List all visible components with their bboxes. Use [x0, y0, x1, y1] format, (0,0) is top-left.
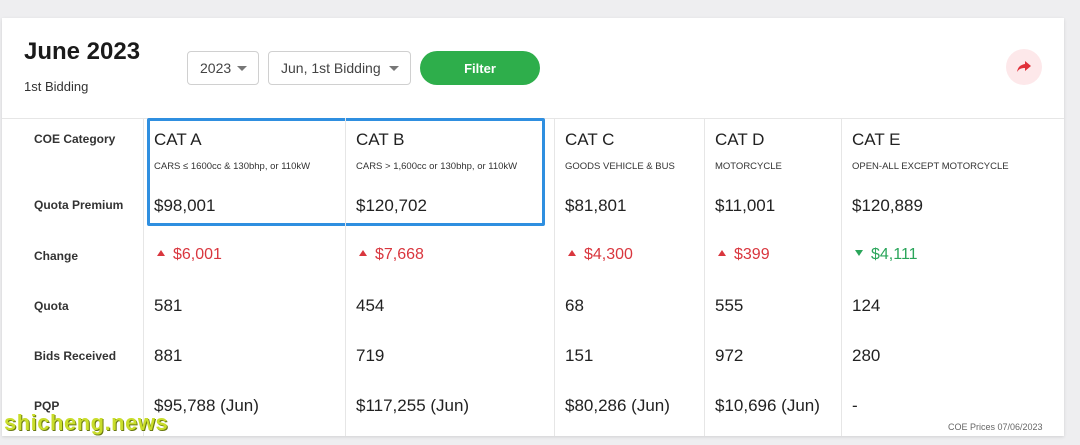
coe-card: June 2023 1st Bidding 2023 Jun, 1st Bidd… [2, 18, 1064, 436]
pqp-value: $117,255 (Jun) [356, 396, 470, 415]
pqp-value: $80,286 (Jun) [565, 396, 670, 415]
quota-premium: $98,001 [154, 196, 216, 215]
category-description: MOTORCYCLE [715, 161, 782, 172]
quota-premium: $120,702 [356, 196, 427, 215]
column-divider [841, 118, 842, 436]
pqp-value: $10,696 (Jun) [715, 396, 820, 415]
category-description: CARS ≤ 1600cc & 130bhp, or 110kW [154, 161, 311, 172]
page-subtitle: 1st Bidding [24, 79, 89, 94]
quota-premium: $81,801 [565, 196, 627, 215]
share-arrow-icon [1017, 61, 1031, 72]
row-label-bids: Bids Received [34, 349, 117, 363]
quota-value: 68 [565, 296, 584, 315]
quota-premium: $11,001 [715, 196, 776, 215]
premium-change: $6,001 [157, 246, 222, 264]
footnote: COE Prices 07/06/2023 [948, 422, 1043, 432]
column-divider [345, 118, 346, 436]
chevron-down-icon [237, 66, 247, 71]
row-label-quota: Quota [34, 299, 69, 313]
quota-value: 124 [852, 296, 881, 315]
watermark: shicheng.news [4, 410, 169, 435]
bids-received-value: 881 [154, 346, 183, 365]
premium-change-value: $7,668 [375, 246, 424, 263]
bids-received-value: 972 [715, 346, 744, 365]
selected-car-categories-highlight [147, 118, 545, 226]
category-name: CAT E [852, 130, 901, 149]
bidding-select[interactable]: Jun, 1st Bidding [268, 51, 411, 85]
year-select[interactable]: 2023 [187, 51, 259, 85]
bids-received-value: 151 [565, 346, 594, 365]
row-label-premium: Quota Premium [34, 198, 124, 212]
page-title: June 2023 [24, 38, 141, 65]
bids-received-value: 719 [356, 346, 385, 365]
card-header: June 2023 1st Bidding 2023 Jun, 1st Bidd… [2, 18, 1064, 119]
category-description: CARS > 1,600cc or 130bhp, or 110kW [356, 161, 518, 172]
row-label-change: Change [34, 249, 79, 263]
triangle-up-icon [718, 249, 726, 256]
category-description: GOODS VEHICLE & BUS [565, 161, 675, 172]
coe-table: COE Category Quota Premium Change Quota … [2, 118, 1064, 436]
filter-button[interactable]: Filter [420, 51, 540, 85]
bids-received-value: 280 [852, 346, 881, 365]
category-name: CAT B [356, 130, 405, 149]
share-button[interactable] [1006, 49, 1042, 85]
quota-value: 555 [715, 296, 744, 315]
premium-change: $7,668 [359, 246, 424, 264]
row-label-pqp: PQP [34, 399, 60, 413]
triangle-up-icon [568, 249, 576, 256]
premium-change: $4,300 [568, 246, 633, 264]
quota-premium: $120,889 [852, 196, 923, 215]
premium-change-value: $4,300 [584, 246, 633, 263]
pqp-value: - [852, 396, 858, 415]
column-divider [704, 118, 705, 436]
triangle-up-icon [157, 249, 165, 256]
premium-change-value: $6,001 [173, 246, 222, 263]
category-name: CAT A [154, 130, 202, 149]
pqp-value: $95,788 (Jun) [154, 396, 259, 415]
year-select-value: 2023 [200, 60, 232, 76]
row-label-category: COE Category [34, 132, 116, 146]
column-divider [143, 118, 144, 436]
bidding-select-value: Jun, 1st Bidding [281, 60, 381, 76]
quota-value: 581 [154, 296, 183, 315]
premium-change-value: $4,111 [871, 246, 918, 263]
category-name: CAT C [565, 130, 615, 149]
triangle-down-icon [855, 249, 863, 256]
quota-value: 454 [356, 296, 385, 315]
category-description: OPEN-ALL EXCEPT MOTORCYCLE [852, 161, 1009, 172]
triangle-up-icon [359, 249, 367, 256]
premium-change-value: $399 [734, 246, 770, 263]
column-divider [554, 118, 555, 436]
premium-change: $399 [718, 246, 770, 264]
category-name: CAT D [715, 130, 765, 149]
chevron-down-icon [389, 66, 399, 71]
premium-change: $4,111 [855, 246, 918, 264]
